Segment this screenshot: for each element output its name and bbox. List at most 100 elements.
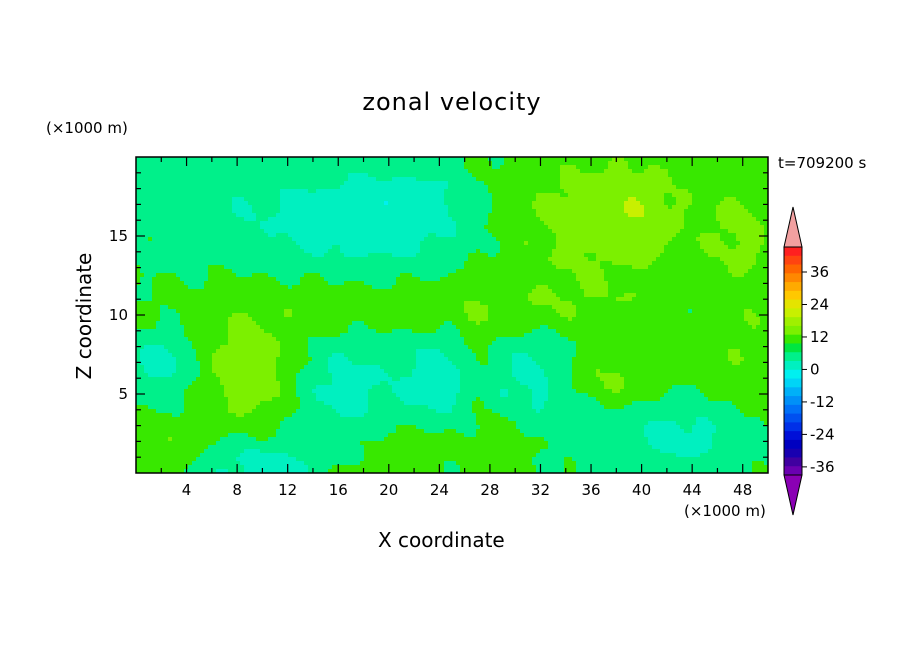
field-cell	[580, 161, 584, 165]
field-cell	[276, 273, 280, 277]
field-cell	[588, 165, 592, 169]
field-cell	[400, 257, 404, 261]
field-cell	[328, 273, 332, 277]
field-cell	[476, 197, 480, 201]
field-cell	[544, 177, 548, 181]
field-cell	[288, 161, 292, 165]
field-cell	[372, 181, 376, 185]
field-cell	[584, 185, 588, 189]
field-cell	[592, 245, 596, 249]
field-cell	[548, 241, 552, 245]
field-cell	[196, 189, 200, 193]
field-cell	[736, 225, 740, 229]
field-cell	[632, 161, 636, 165]
field-cell	[456, 237, 460, 241]
field-cell	[636, 245, 640, 249]
field-cell	[576, 257, 580, 261]
field-cell	[648, 221, 652, 225]
field-cell	[708, 157, 712, 161]
field-cell	[316, 269, 320, 273]
field-cell	[288, 205, 292, 209]
field-cell	[412, 253, 416, 257]
field-cell	[384, 225, 388, 229]
field-cell	[380, 161, 384, 165]
field-cell	[484, 205, 488, 209]
field-cell	[756, 229, 760, 233]
field-cell	[528, 181, 532, 185]
field-cell	[744, 269, 748, 273]
field-cell	[272, 209, 276, 213]
field-cell	[476, 217, 480, 221]
field-cell	[344, 197, 348, 201]
field-cell	[324, 257, 328, 261]
field-cell	[640, 253, 644, 257]
field-cell	[256, 225, 260, 229]
field-cell	[496, 261, 500, 265]
field-cell	[192, 281, 196, 285]
field-cell	[396, 249, 400, 253]
field-cell	[320, 197, 324, 201]
field-cell	[652, 249, 656, 253]
field-cell	[476, 181, 480, 185]
field-cell	[224, 197, 228, 201]
field-cell	[748, 205, 752, 209]
field-cell	[712, 173, 716, 177]
field-cell	[424, 233, 428, 237]
field-cell	[736, 193, 740, 197]
field-cell	[172, 193, 176, 197]
field-cell	[420, 197, 424, 201]
field-cell	[684, 205, 688, 209]
field-cell	[364, 189, 368, 193]
field-cell	[712, 185, 716, 189]
field-cell	[468, 213, 472, 217]
field-cell	[344, 281, 348, 285]
field-cell	[636, 253, 640, 257]
field-cell	[144, 261, 148, 265]
field-cell	[668, 169, 672, 173]
field-cell	[540, 193, 544, 197]
field-cell	[548, 205, 552, 209]
field-cell	[428, 173, 432, 177]
field-cell	[320, 233, 324, 237]
field-cell	[260, 217, 264, 221]
field-cell	[664, 157, 668, 161]
field-cell	[744, 233, 748, 237]
field-cell	[552, 253, 556, 257]
field-cell	[384, 233, 388, 237]
field-cell	[724, 225, 728, 229]
field-cell	[220, 237, 224, 241]
field-cell	[396, 261, 400, 265]
field-cell	[612, 205, 616, 209]
field-cell	[600, 169, 604, 173]
field-cell	[596, 173, 600, 177]
field-cell	[488, 225, 492, 229]
field-cell	[640, 189, 644, 193]
field-cell	[568, 181, 572, 185]
field-cell	[200, 241, 204, 245]
field-cell	[756, 165, 760, 169]
field-cell	[452, 269, 456, 273]
field-cell	[556, 177, 560, 181]
field-cell	[512, 157, 516, 161]
field-cell	[424, 277, 428, 281]
field-cell	[628, 237, 632, 241]
field-cell	[236, 257, 240, 261]
field-cell	[544, 265, 548, 269]
field-cell	[192, 157, 196, 161]
field-cell	[560, 273, 564, 277]
field-cell	[500, 221, 504, 225]
field-cell	[224, 189, 228, 193]
field-cell	[212, 253, 216, 257]
field-cell	[180, 241, 184, 245]
field-cell	[372, 273, 376, 277]
field-cell	[156, 281, 160, 285]
field-cell	[276, 257, 280, 261]
field-cell	[520, 217, 524, 221]
field-cell	[332, 225, 336, 229]
field-cell	[152, 205, 156, 209]
field-cell	[212, 181, 216, 185]
field-cell	[460, 265, 464, 269]
field-cell	[712, 201, 716, 205]
field-cell	[460, 229, 464, 233]
field-cell	[688, 169, 692, 173]
